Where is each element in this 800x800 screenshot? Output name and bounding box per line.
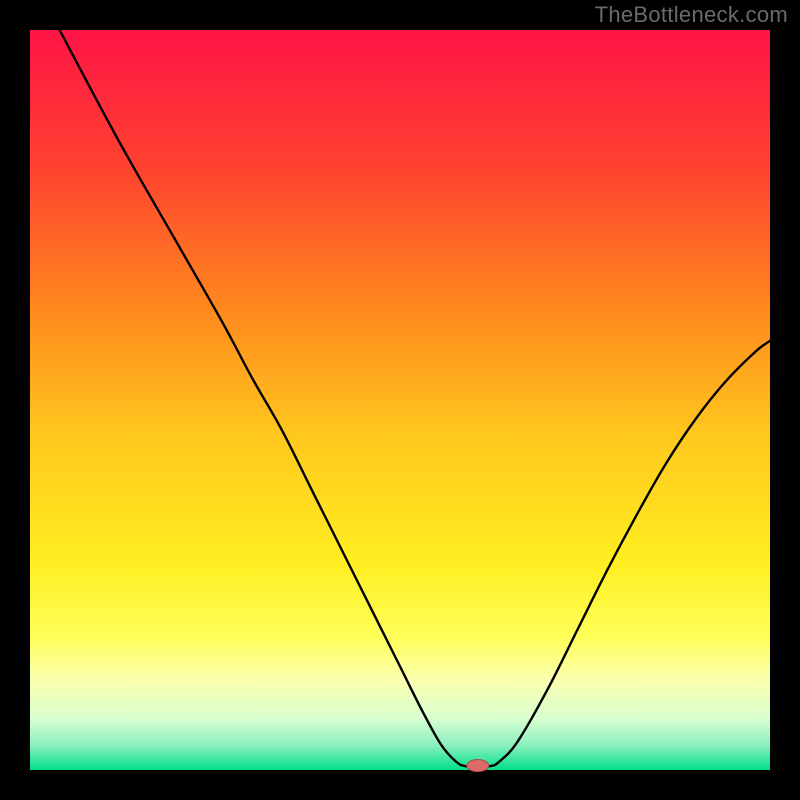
chart-stage: TheBottleneck.com xyxy=(0,0,800,800)
optimal-marker xyxy=(467,760,489,772)
watermark-text: TheBottleneck.com xyxy=(595,2,788,28)
bottleneck-chart xyxy=(0,0,800,800)
plot-gradient-bg xyxy=(30,30,770,770)
